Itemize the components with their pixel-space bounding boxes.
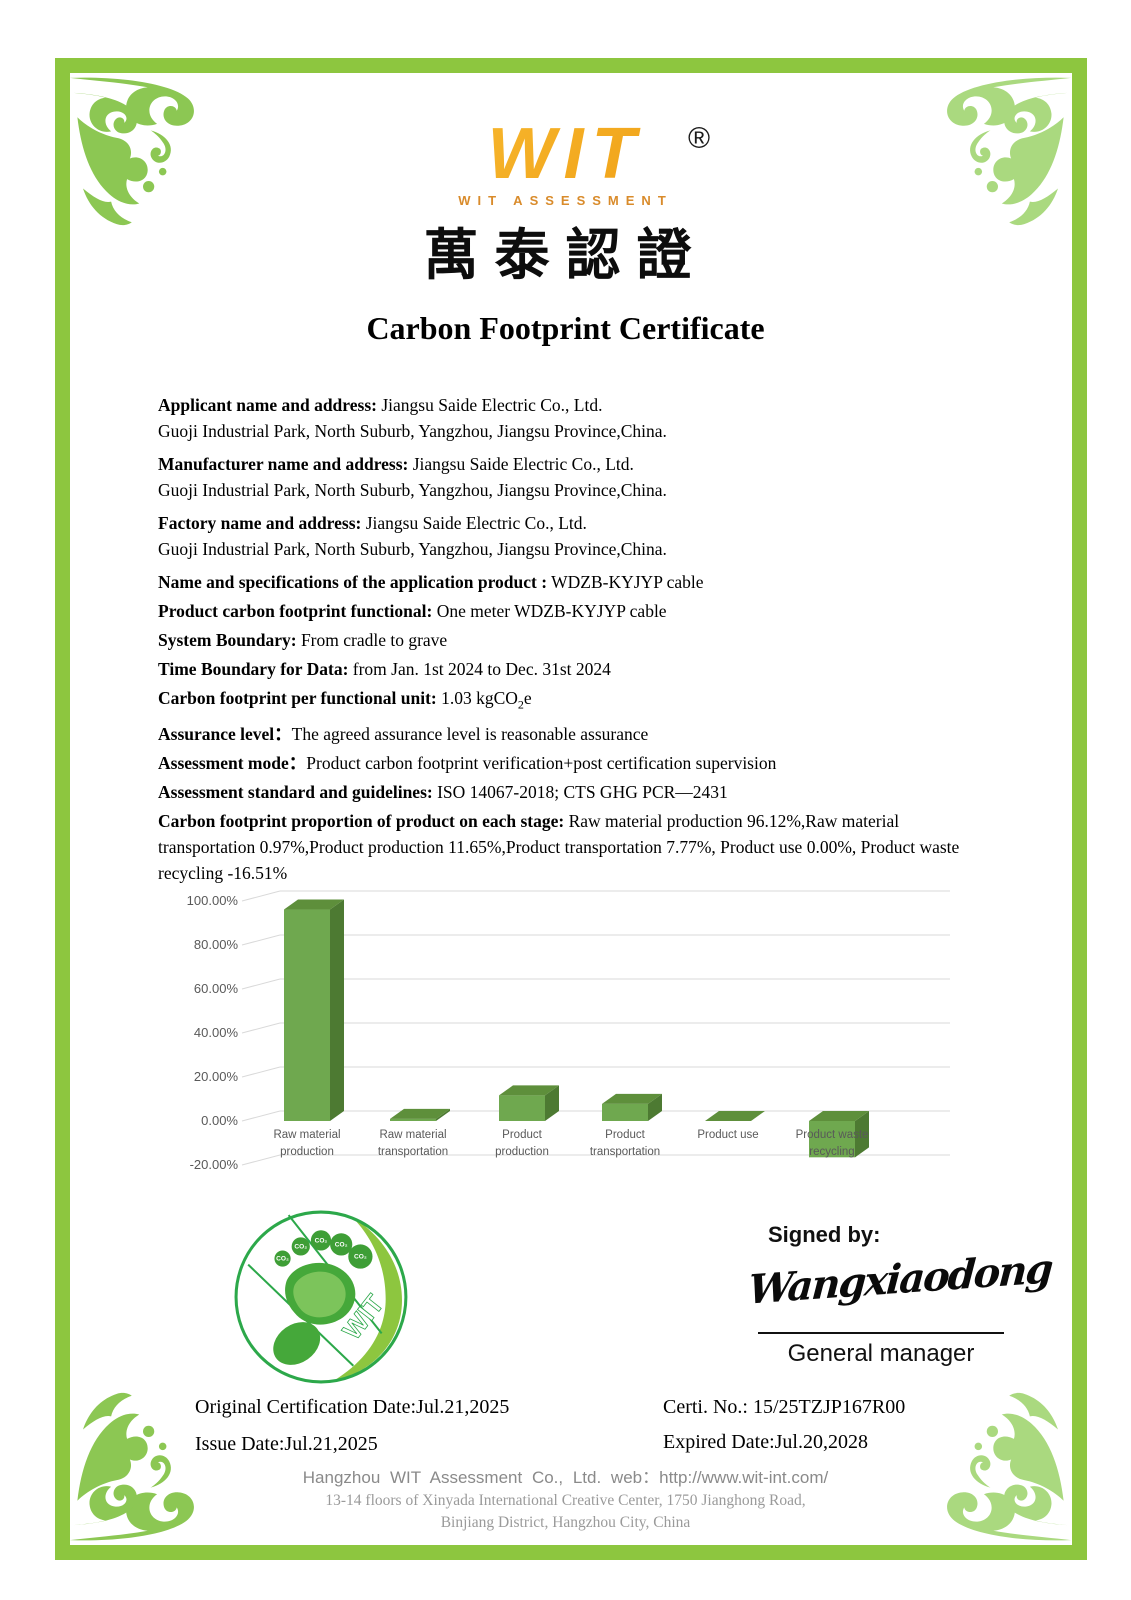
wit-assessment-subtitle: WIT ASSESSMENT <box>458 193 673 208</box>
svg-text:80.00%: 80.00% <box>194 937 239 952</box>
stage-proportion-field: Carbon footprint proportion of product o… <box>158 808 976 886</box>
svg-text:production: production <box>495 1146 549 1158</box>
certificate-title: Carbon Footprint Certificate <box>366 310 765 346</box>
footer-company-web: Hangzhou WIT Assessment Co., Ltd. web：ht… <box>302 1468 829 1487</box>
svg-text:-20.00%: -20.00% <box>190 1157 239 1172</box>
field-value: from Jan. 1st 2024 to Dec. 31st 2024 <box>348 659 611 679</box>
time-boundary-field: Time Boundary for Data: from Jan. 1st 20… <box>158 656 976 682</box>
svg-text:CO₂: CO₂ <box>294 1243 307 1250</box>
signer-role: General manager <box>787 1340 975 1367</box>
wit-chinese-name: 萬泰認證 <box>423 223 708 287</box>
field-value: From cradle to grave <box>296 630 448 650</box>
field-label: Assessment standard and guidelines: <box>158 781 433 802</box>
field-value: One meter WDZB-KYJYP cable <box>432 601 667 621</box>
registered-trademark-icon: ® <box>688 122 711 155</box>
field-value: e <box>523 688 532 708</box>
wit-logo: WIT <box>0 118 1131 190</box>
field-label: System Boundary: <box>158 630 297 650</box>
field-value: 1.03 kgCO <box>436 688 518 708</box>
field-label: Time Boundary for Data: <box>158 659 349 679</box>
assessment-standard-field: Assessment standard and guidelines: ISO … <box>158 779 976 805</box>
carbon-footprint-unit-field: Carbon footprint per functional unit: 1.… <box>158 685 976 718</box>
field-label: Applicant name and address: <box>158 395 377 415</box>
field-label: Assurance level： <box>158 723 292 744</box>
svg-text:transportation: transportation <box>590 1146 660 1158</box>
svg-text:40.00%: 40.00% <box>194 1025 239 1040</box>
field-value: The agreed assurance level is reasonable… <box>291 723 649 744</box>
svg-text:Product: Product <box>605 1129 645 1141</box>
field-label: Manufacturer name and address: <box>158 454 409 474</box>
field-label: Carbon footprint per functional unit: <box>158 688 437 708</box>
system-boundary-field: System Boundary: From cradle to grave <box>158 627 976 653</box>
footer-address-line1: 13-14 floors of Xinyada International Cr… <box>325 1492 806 1509</box>
svg-text:recycling: recycling <box>809 1146 854 1158</box>
svg-text:Product waste: Product waste <box>796 1129 869 1141</box>
certificate-number: Certi. No.: 15/25TZJP167R00 <box>663 1396 906 1418</box>
signature-line <box>758 1332 1004 1334</box>
field-address-line: Guoji Industrial Park, North Suburb, Yan… <box>158 421 667 441</box>
expired-date: Expired Date:Jul.20,2028 <box>663 1431 868 1453</box>
svg-text:CO₂: CO₂ <box>276 1256 289 1263</box>
field-address-line: Guoji Industrial Park, North Suburb, Yan… <box>158 480 667 500</box>
field-value: Raw material production 96.12%,Raw mater… <box>158 810 960 883</box>
assessment-mode-field: Assessment mode：Product carbon footprint… <box>158 750 976 776</box>
applicant-field: Applicant name and address: Jiangsu Said… <box>158 392 976 444</box>
svg-text:transportation: transportation <box>378 1146 448 1158</box>
field-label: Carbon footprint proportion of product o… <box>158 810 565 831</box>
field-label: Factory name and address: <box>158 513 362 533</box>
svg-text:production: production <box>280 1146 334 1158</box>
signature-handwriting: Wangxiaodong <box>746 1245 1054 1314</box>
functional-unit-field: Product carbon footprint functional: One… <box>158 598 976 624</box>
field-label: Name and specifications of the applicati… <box>158 572 548 592</box>
original-certification-date: Original Certification Date:Jul.21,2025 <box>195 1396 510 1418</box>
svg-text:Product: Product <box>502 1129 542 1141</box>
field-value: Jiangsu Saide Electric Co., Ltd. <box>408 454 634 474</box>
svg-text:Raw material: Raw material <box>273 1129 340 1141</box>
certificate-body: Applicant name and address: Jiangsu Said… <box>158 392 976 889</box>
field-value: Jiangsu Saide Electric Co., Ltd. <box>376 395 603 415</box>
svg-text:CO₂: CO₂ <box>335 1241 348 1248</box>
field-value: WDZB-KYJYP cable <box>547 572 704 592</box>
field-value: Jiangsu Saide Electric Co., Ltd. <box>361 513 587 533</box>
factory-field: Factory name and address: Jiangsu Saide … <box>158 510 976 562</box>
issue-date: Issue Date:Jul.21,2025 <box>195 1433 378 1455</box>
svg-text:0.00%: 0.00% <box>201 1113 238 1128</box>
wit-footprint-logo: CO₂ CO₂ CO₂ CO₂ CO₂ WIT <box>232 1206 414 1386</box>
subscript-two: 2 <box>517 697 524 712</box>
svg-text:60.00%: 60.00% <box>194 981 239 996</box>
footer-address-line2: Binjiang District, Hangzhou City, China <box>440 1514 691 1531</box>
svg-text:100.00%: 100.00% <box>187 893 239 908</box>
manufacturer-field: Manufacturer name and address: Jiangsu S… <box>158 451 976 503</box>
svg-text:CO₂: CO₂ <box>315 1237 328 1244</box>
product-name-field: Name and specifications of the applicati… <box>158 569 976 595</box>
signed-by-label: Signed by: <box>768 1222 881 1247</box>
svg-text:Product use: Product use <box>697 1129 758 1141</box>
assurance-level-field: Assurance level：The agreed assurance lev… <box>158 721 976 747</box>
field-value: ISO 14067-2018; CTS GHG PCR—2431 <box>432 781 728 802</box>
carbon-stage-bar-chart: 100.00% 80.00% 60.00% 40.00% 20.00% 0.00% -20.… <box>168 876 963 1188</box>
footprint-toes <box>274 1230 373 1269</box>
field-address-line: Guoji Industrial Park, North Suburb, Yan… <box>158 539 667 559</box>
field-value: Product carbon footprint verification+po… <box>306 752 777 773</box>
field-label: Assessment mode： <box>158 752 307 773</box>
field-label: Product carbon footprint functional: <box>158 601 433 621</box>
svg-text:CO₂: CO₂ <box>354 1254 367 1261</box>
svg-text:20.00%: 20.00% <box>194 1069 239 1084</box>
svg-text:Raw material: Raw material <box>379 1129 446 1141</box>
